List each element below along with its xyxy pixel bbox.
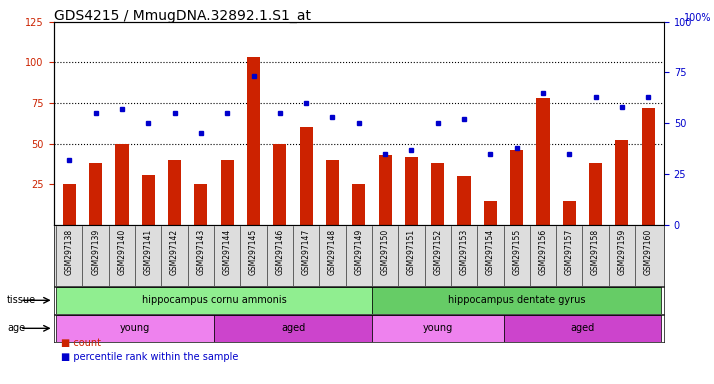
Text: GSM297138: GSM297138 — [65, 229, 74, 275]
Bar — [352, 184, 366, 225]
Bar — [221, 160, 233, 225]
Text: GSM297149: GSM297149 — [354, 229, 363, 275]
Text: GSM297144: GSM297144 — [223, 229, 232, 275]
Text: GSM297140: GSM297140 — [118, 229, 126, 275]
Bar — [405, 157, 418, 225]
Bar — [372, 315, 503, 342]
Bar — [273, 144, 286, 225]
Bar — [589, 163, 602, 225]
Text: GSM297153: GSM297153 — [460, 229, 468, 275]
Text: hippocampus dentate gyrus: hippocampus dentate gyrus — [448, 295, 585, 305]
Bar — [615, 141, 628, 225]
Text: GDS4215 / MmugDNA.32892.1.S1_at: GDS4215 / MmugDNA.32892.1.S1_at — [54, 9, 311, 23]
Bar — [326, 160, 339, 225]
Text: GSM297148: GSM297148 — [328, 229, 337, 275]
Text: GSM297150: GSM297150 — [381, 229, 390, 275]
Bar — [431, 163, 444, 225]
Text: hippocampus cornu ammonis: hippocampus cornu ammonis — [141, 295, 286, 305]
Bar — [194, 184, 208, 225]
Text: GSM297145: GSM297145 — [249, 229, 258, 275]
Bar — [89, 163, 102, 225]
Text: GSM297143: GSM297143 — [196, 229, 206, 275]
Text: ■ count: ■ count — [61, 338, 101, 348]
Text: GSM297147: GSM297147 — [301, 229, 311, 275]
Bar — [141, 175, 155, 225]
Bar — [642, 108, 655, 225]
Text: GSM297160: GSM297160 — [644, 229, 653, 275]
Bar — [214, 315, 372, 342]
Text: GSM297154: GSM297154 — [486, 229, 495, 275]
Text: GSM297142: GSM297142 — [170, 229, 179, 275]
Text: aged: aged — [281, 323, 305, 333]
Bar — [56, 287, 372, 314]
Text: tissue: tissue — [7, 295, 36, 305]
Bar — [63, 184, 76, 225]
Bar — [116, 144, 129, 225]
Text: age: age — [7, 323, 25, 333]
Text: aged: aged — [570, 323, 595, 333]
Text: GSM297151: GSM297151 — [407, 229, 416, 275]
Text: GSM297159: GSM297159 — [618, 229, 626, 275]
Text: GSM297146: GSM297146 — [276, 229, 284, 275]
Text: young: young — [423, 323, 453, 333]
Y-axis label: 100%: 100% — [684, 13, 711, 23]
Text: GSM297157: GSM297157 — [565, 229, 574, 275]
Bar — [372, 287, 661, 314]
Text: ■ percentile rank within the sample: ■ percentile rank within the sample — [61, 352, 238, 362]
Bar — [168, 160, 181, 225]
Text: GSM297158: GSM297158 — [591, 229, 600, 275]
Text: GSM297152: GSM297152 — [433, 229, 442, 275]
Bar — [247, 57, 260, 225]
Bar — [563, 200, 576, 225]
Bar — [378, 155, 392, 225]
Text: GSM297139: GSM297139 — [91, 229, 100, 275]
Bar — [503, 315, 661, 342]
Bar — [536, 98, 550, 225]
Bar — [458, 176, 471, 225]
Bar — [510, 150, 523, 225]
Text: GSM297141: GSM297141 — [144, 229, 153, 275]
Text: young: young — [120, 323, 150, 333]
Bar — [300, 127, 313, 225]
Bar — [484, 200, 497, 225]
Text: GSM297155: GSM297155 — [512, 229, 521, 275]
Bar — [56, 315, 214, 342]
Text: GSM297156: GSM297156 — [538, 229, 548, 275]
